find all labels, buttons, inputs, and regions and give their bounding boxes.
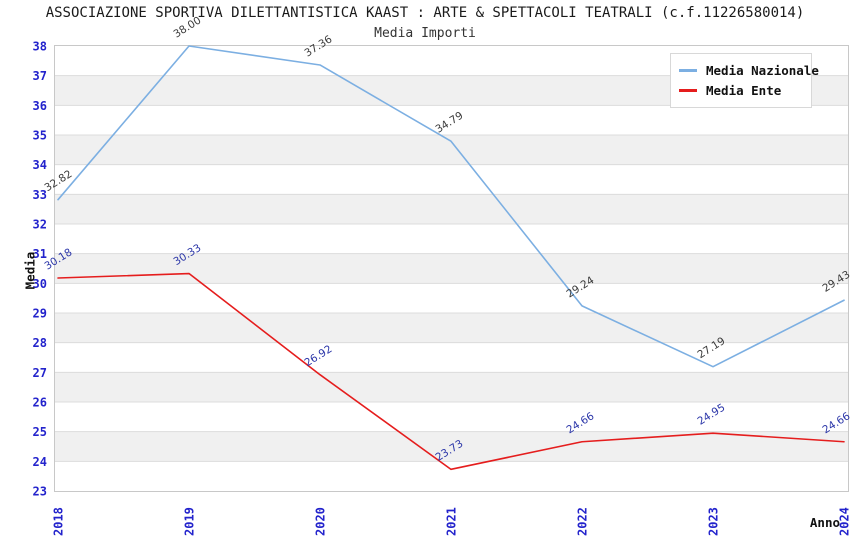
y-tick-label: 27: [33, 366, 47, 380]
y-tick-label: 26: [33, 396, 47, 410]
band: [55, 224, 848, 254]
y-tick-label: 30: [33, 277, 47, 291]
y-tick-label: 32: [33, 218, 47, 232]
chart-subtitle: Media Importi: [374, 26, 476, 41]
band: [55, 194, 848, 224]
band: [55, 283, 848, 313]
x-tick-label: 2023: [707, 507, 721, 536]
y-tick-label: 38: [33, 40, 47, 54]
y-axis-title: Media: [22, 251, 38, 290]
y-tick-label: 35: [33, 129, 47, 143]
x-tick-label: 2021: [445, 507, 459, 536]
x-tick-label: 2024: [838, 507, 850, 536]
band: [55, 313, 848, 343]
y-tick-label: 37: [33, 69, 47, 83]
y-tick-label: 24: [33, 455, 47, 469]
x-tick-label: 2022: [576, 507, 590, 536]
band: [55, 253, 848, 284]
y-tick-label: 28: [33, 336, 47, 350]
legend-item-media-nazionale: Media Nazionale: [679, 60, 819, 80]
legend-item-media-ente: Media Ente: [679, 80, 803, 100]
gridlines: [55, 75, 848, 462]
band: [55, 105, 848, 135]
y-tick-label: 29: [33, 307, 47, 321]
legend-line-swatch-ente: [679, 88, 697, 92]
band: [55, 461, 848, 491]
x-axis-ticks: 2018 2019 2020 2021 2022 2023 2024: [52, 507, 850, 536]
band: [55, 431, 848, 462]
legend: Media Nazionale Media Ente: [670, 53, 819, 108]
series-line-media-ente: [57, 272, 845, 471]
x-tick-label: 2019: [183, 507, 197, 536]
y-tick-label: 33: [33, 188, 47, 202]
band: [55, 402, 848, 432]
y-tick-label: 23: [33, 485, 47, 499]
band: [55, 164, 848, 195]
y-axis-ticks: 23 24 25 26 27 28 29 30 31 32 33 34 35 36 37 38: [33, 40, 47, 499]
y-tick-label: 34: [33, 158, 47, 172]
legend-label-nazionale: Media Nazionale: [706, 62, 819, 78]
band: [55, 135, 848, 165]
band: [55, 342, 848, 373]
x-axis-title: Anno: [809, 515, 840, 530]
chart-title: ASSOCIAZIONE SPORTIVA DILETTANTISTICA KA…: [45, 5, 805, 21]
x-tick-label: 2020: [314, 507, 328, 536]
plot-border: [54, 45, 849, 492]
y-tick-label: 31: [33, 247, 47, 261]
legend-label-ente: Media Ente: [706, 82, 782, 98]
x-tick-label: 2018: [52, 507, 66, 536]
band: [55, 372, 848, 402]
y-tick-label: 25: [33, 425, 47, 439]
series-line-media-nazionale: [57, 45, 845, 368]
plot-bands: [55, 46, 848, 491]
legend-line-swatch-nazionale: [679, 68, 697, 72]
y-tick-label: 36: [33, 99, 47, 113]
